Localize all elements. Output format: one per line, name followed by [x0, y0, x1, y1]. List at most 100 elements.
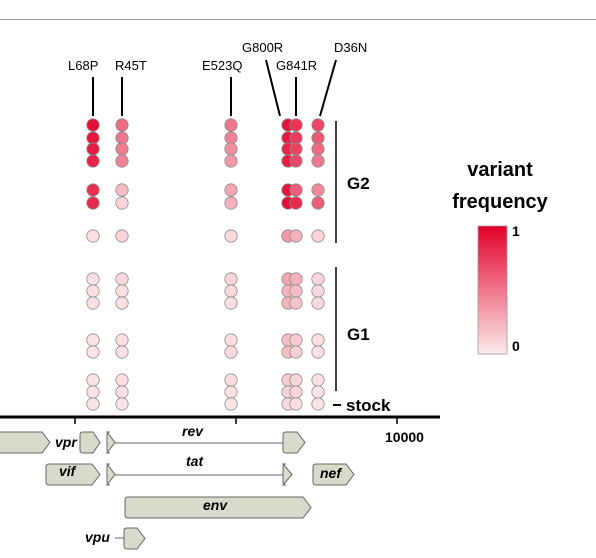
frequency-circle-L68P-4 [86, 154, 100, 168]
frequency-circle-R45T-7 [115, 229, 129, 243]
mutation-label-E523Q: E523Q [202, 58, 242, 73]
frequency-circle-D36N-6 [311, 196, 325, 210]
gene-box-rev-exon2 [282, 431, 306, 454]
frequency-circle-G841R-2 [289, 131, 303, 145]
frequency-circle-G841R-11 [289, 333, 303, 347]
frequency-circle-E523Q-7 [224, 229, 238, 243]
frequency-circle-E523Q-9 [224, 284, 238, 298]
group-label-g2: G2 [347, 174, 370, 193]
frequency-circle-L68P-6 [86, 196, 100, 210]
frequency-circle-G841R-15 [289, 397, 303, 411]
gene-box-rev-exon1 [105, 431, 116, 454]
label-leader-lines [92, 59, 337, 117]
frequency-circle-R45T-3 [115, 142, 129, 156]
frequency-circle-E523Q-2 [224, 131, 238, 145]
frequency-circle-L68P-3 [86, 142, 100, 156]
frequency-circle-D36N-13 [311, 373, 325, 387]
frequency-circle-E523Q-13 [224, 373, 238, 387]
frequency-circle-D36N-4 [311, 154, 325, 168]
frequency-circle-L68P-15 [86, 397, 100, 411]
mutation-label-D36N: D36N [334, 40, 367, 55]
frequency-circle-R45T-13 [115, 373, 129, 387]
frequency-circle-E523Q-5 [224, 183, 238, 197]
frequency-circle-L68P-7 [86, 229, 100, 243]
legend-title-line2: frequency [452, 191, 548, 213]
axis-tick-label-10000: 10000 [385, 429, 424, 445]
frequency-circle-D36N-11 [311, 333, 325, 347]
frequency-circles [86, 118, 325, 411]
frequency-circle-L68P-9 [86, 284, 100, 298]
frequency-circle-L68P-5 [86, 183, 100, 197]
gene-labels: vpr rev vif tat nef env vpu [55, 423, 342, 545]
frequency-circle-G841R-14 [289, 385, 303, 399]
frequency-circle-R45T-12 [115, 345, 129, 359]
gene-label-env: env [203, 497, 228, 513]
frequency-circle-L68P-10 [86, 296, 100, 310]
frequency-circle-E523Q-15 [224, 397, 238, 411]
frequency-circle-E523Q-8 [224, 272, 238, 286]
frequency-circle-R45T-14 [115, 385, 129, 399]
group-label-g1: G1 [347, 325, 370, 344]
frequency-circle-L68P-13 [86, 373, 100, 387]
gene-box-vpu [123, 527, 146, 550]
frequency-circle-L68P-2 [86, 131, 100, 145]
frequency-circle-G841R-5 [289, 183, 303, 197]
frequency-circle-G841R-9 [289, 284, 303, 298]
legend-max-label: 1 [512, 223, 520, 239]
frequency-circle-E523Q-12 [224, 345, 238, 359]
frequency-circle-L68P-8 [86, 272, 100, 286]
frequency-circle-L68P-14 [86, 385, 100, 399]
frequency-circle-R45T-6 [115, 196, 129, 210]
gene-box-left-partial [0, 431, 51, 454]
legend-min-label: 0 [512, 338, 520, 354]
mutation-label-L68P: L68P [68, 58, 98, 73]
frequency-circle-L68P-11 [86, 333, 100, 347]
frequency-circle-D36N-14 [311, 385, 325, 399]
gene-box-vpr [79, 431, 101, 454]
gene-label-rev: rev [182, 423, 204, 439]
gene-label-vpr: vpr [55, 434, 78, 450]
frequency-circle-E523Q-1 [224, 118, 238, 132]
frequency-circle-D36N-15 [311, 397, 325, 411]
frequency-circle-R45T-8 [115, 272, 129, 286]
frequency-circle-D36N-1 [311, 118, 325, 132]
frequency-circle-G841R-3 [289, 142, 303, 156]
gene-box-tat-exon2 [281, 463, 293, 486]
frequency-circle-R45T-9 [115, 284, 129, 298]
frequency-circle-R45T-11 [115, 333, 129, 347]
frequency-circle-G841R-6 [289, 196, 303, 210]
frequency-circle-E523Q-10 [224, 296, 238, 310]
mutation-label-R45T: R45T [115, 58, 147, 73]
frequency-circle-E523Q-4 [224, 154, 238, 168]
frequency-circle-D36N-5 [311, 183, 325, 197]
frequency-circle-D36N-2 [311, 131, 325, 145]
frequency-circle-G841R-4 [289, 154, 303, 168]
gene-box-env [124, 496, 312, 519]
top-divider [0, 19, 596, 20]
gene-box-tat-exon1 [105, 463, 116, 486]
frequency-circle-D36N-9 [311, 284, 325, 298]
frequency-circle-G841R-8 [289, 272, 303, 286]
frequency-circle-G841R-13 [289, 373, 303, 387]
group-label-stock: stock [346, 396, 391, 415]
frequency-circle-D36N-3 [311, 142, 325, 156]
frequency-circle-G841R-7 [289, 229, 303, 243]
leader-line-D36N [319, 59, 337, 117]
frequency-circle-G841R-12 [289, 345, 303, 359]
gene-label-vif: vif [59, 463, 77, 479]
gene-box-nef [312, 463, 355, 486]
frequency-circle-D36N-7 [311, 229, 325, 243]
frequency-circle-R45T-5 [115, 183, 129, 197]
leader-line-G800R [265, 59, 281, 117]
frequency-circle-D36N-12 [311, 345, 325, 359]
frequency-circle-R45T-15 [115, 397, 129, 411]
frequency-circle-E523Q-3 [224, 142, 238, 156]
frequency-circle-G841R-1 [289, 118, 303, 132]
frequency-circle-E523Q-6 [224, 196, 238, 210]
frequency-circle-L68P-12 [86, 345, 100, 359]
frequency-circle-E523Q-14 [224, 385, 238, 399]
frequency-circle-E523Q-11 [224, 333, 238, 347]
mutation-label-G841R: G841R [276, 58, 317, 73]
frequency-circle-L68P-1 [86, 118, 100, 132]
